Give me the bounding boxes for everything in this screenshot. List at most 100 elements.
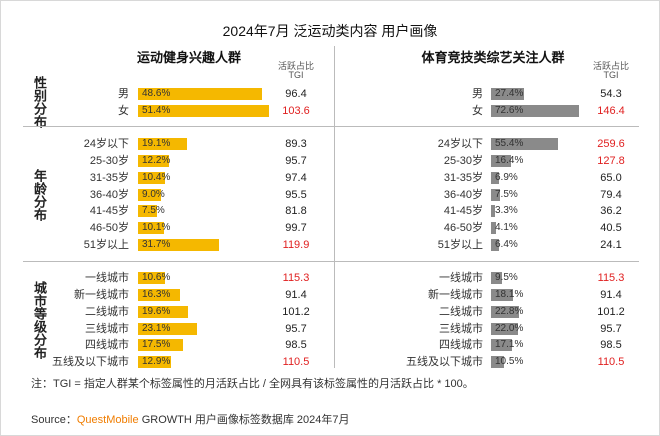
category-label: 女: [118, 104, 129, 117]
page-title: 2024年7月 泛运动类内容 用户画像: [222, 23, 438, 39]
tgi-value: 110.5: [282, 356, 310, 369]
bar: [138, 138, 187, 151]
value-label: 16.4%: [495, 154, 524, 166]
tgi-value: 95.5: [285, 188, 307, 201]
value-label: 9.0%: [142, 188, 165, 200]
bar: [138, 205, 158, 218]
tgi-value: 98.5: [285, 339, 307, 352]
tgi-value: 146.4: [597, 104, 625, 117]
tgi-value: 119.9: [282, 238, 310, 251]
tgi-value: 40.5: [600, 222, 622, 235]
tgi-value: 103.6: [282, 104, 310, 117]
bar: [491, 289, 513, 301]
bar: [491, 138, 559, 151]
tgi-value: 65.0: [600, 171, 622, 184]
value-label: 9.5%: [495, 272, 518, 284]
tgi-value: 101.2: [282, 305, 310, 318]
source-label: Source：: [31, 414, 77, 426]
category-label: 41-45岁: [89, 205, 129, 218]
tgi-value: 24.1: [600, 238, 622, 251]
value-label: 10.4%: [142, 171, 171, 183]
tgi-value: 110.5: [597, 356, 625, 369]
bar: [491, 356, 504, 369]
bar: [138, 88, 262, 100]
tgi-value: 115.3: [597, 272, 625, 285]
bar: [491, 238, 499, 251]
value-label: 6.4%: [495, 238, 518, 250]
tgi-value: 101.2: [597, 305, 625, 318]
bar: [491, 222, 496, 235]
value-label: 19.1%: [142, 138, 171, 150]
value-label: 7.5%: [142, 205, 165, 217]
value-label: 17.1%: [495, 339, 524, 351]
tgi-value: 54.3: [600, 88, 622, 100]
bar: [491, 272, 503, 285]
category-label: 四线城市: [85, 339, 129, 352]
source-brand: QuestMobile: [76, 414, 139, 426]
note: 注：TGI = 指定人群某个标签属性的月活跃占比 / 全网具有该标签属性的月活跃…: [31, 378, 474, 390]
tgi-value: 98.5: [600, 339, 622, 352]
bar: [491, 104, 579, 117]
value-label: 12.9%: [142, 356, 171, 368]
tgi-value: 259.6: [597, 138, 625, 151]
category-label: 24岁以下: [83, 138, 129, 151]
divider: [334, 46, 335, 368]
bar: [138, 272, 166, 285]
value-label: 18.1%: [495, 289, 524, 300]
value-label: 10.5%: [495, 356, 524, 368]
category-label: 36-40岁: [89, 188, 129, 201]
bar: [138, 188, 161, 201]
bar: [138, 322, 197, 335]
bar: [491, 154, 511, 167]
group-label: 城市等级分布: [32, 281, 47, 360]
value-label: 51.4%: [142, 104, 171, 116]
category-label: 新一线城市: [74, 289, 129, 301]
category-label: 男: [118, 88, 129, 100]
bar: [491, 339, 512, 352]
bar: [138, 289, 180, 301]
category-label: 女: [472, 104, 483, 117]
bar: [138, 238, 219, 251]
bar: [138, 171, 165, 184]
value-label: 27.4%: [495, 88, 524, 99]
bar: [491, 305, 519, 318]
category-label: 36-40岁: [443, 188, 483, 201]
value-label: 4.1%: [495, 222, 518, 234]
bar: [138, 339, 183, 352]
category-label: 31-35岁: [89, 171, 129, 184]
tgi-value: 95.7: [285, 322, 307, 335]
bar: [491, 188, 501, 201]
value-label: 16.3%: [142, 289, 171, 300]
category-label: 41-45岁: [443, 205, 483, 218]
value-label: 22.0%: [495, 322, 524, 334]
value-label: 17.5%: [142, 339, 171, 351]
panel-title: 体育竞技类综艺关注人群: [421, 50, 565, 65]
category-label: 51岁以上: [437, 238, 483, 251]
category-label: 一线城市: [439, 272, 483, 285]
tgi-value: 99.7: [285, 222, 307, 235]
bar: [138, 356, 171, 369]
source-text: GROWTH 用户画像标签数据库 2024年7月: [141, 414, 350, 426]
group-separator: [23, 260, 639, 262]
value-label: 10.6%: [142, 272, 171, 284]
tgi-value: 115.3: [282, 272, 310, 285]
category-label: 51岁以上: [83, 238, 129, 251]
tgi-value: 91.4: [285, 289, 307, 301]
category-label: 男: [472, 88, 483, 100]
tgi-value: 127.8: [597, 154, 625, 167]
category-label: 二线城市: [85, 305, 129, 318]
category-label: 25-30岁: [89, 154, 129, 167]
tgi-header: 活跃占比: [592, 61, 630, 71]
bar: [138, 305, 188, 318]
value-label: 31.7%: [142, 238, 171, 250]
category-label: 一线城市: [85, 272, 129, 285]
panel-title: 运动健身兴趣人群: [136, 50, 242, 65]
bar: [491, 88, 525, 100]
group-label: 年龄分布: [32, 168, 47, 221]
category-label: 五线及以下城市: [52, 356, 129, 369]
category-label: 24岁以下: [437, 138, 483, 151]
tgi-value: 91.4: [600, 289, 622, 301]
bar: [491, 205, 495, 218]
value-label: 55.4%: [495, 138, 524, 150]
